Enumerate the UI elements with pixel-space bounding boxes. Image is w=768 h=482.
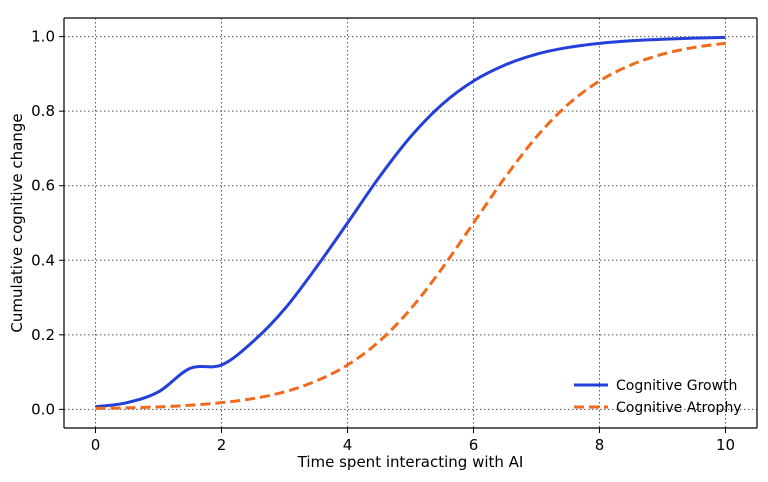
series-line-1 xyxy=(95,41,726,410)
tick-labels: 0 2 4 6 8 10 0.0 0.2 0.4 0.6 0.8 1.0 xyxy=(31,28,735,454)
x-axis-label: Time spent interacting with AI xyxy=(297,453,524,471)
y-tick-label-5: 1.0 xyxy=(31,28,55,46)
x-tick-label-1: 2 xyxy=(217,436,227,454)
axes xyxy=(63,17,758,429)
y-tick-label-2: 0.4 xyxy=(31,251,55,269)
y-tick-label-3: 0.6 xyxy=(31,177,55,195)
legend-label-0: Cognitive Growth xyxy=(616,378,737,394)
legend: Cognitive Growth Cognitive Atrophy xyxy=(574,378,742,416)
x-tick-label-4: 8 xyxy=(595,436,605,454)
legend-label-1: Cognitive Atrophy xyxy=(616,400,742,416)
x-tick-label-3: 6 xyxy=(469,436,479,454)
y-tick-label-4: 0.8 xyxy=(31,102,55,120)
x-tick-label-5: 10 xyxy=(716,436,735,454)
series-line-0 xyxy=(95,35,726,409)
y-tick-label-1: 0.2 xyxy=(31,326,55,344)
x-tick-label-2: 4 xyxy=(343,436,353,454)
y-axis-label: Cumulative cognitive change xyxy=(8,113,26,332)
x-tick-label-0: 0 xyxy=(91,436,101,454)
grid xyxy=(64,18,757,428)
series-lines xyxy=(95,35,726,410)
y-tick-label-0: 0.0 xyxy=(31,400,55,418)
